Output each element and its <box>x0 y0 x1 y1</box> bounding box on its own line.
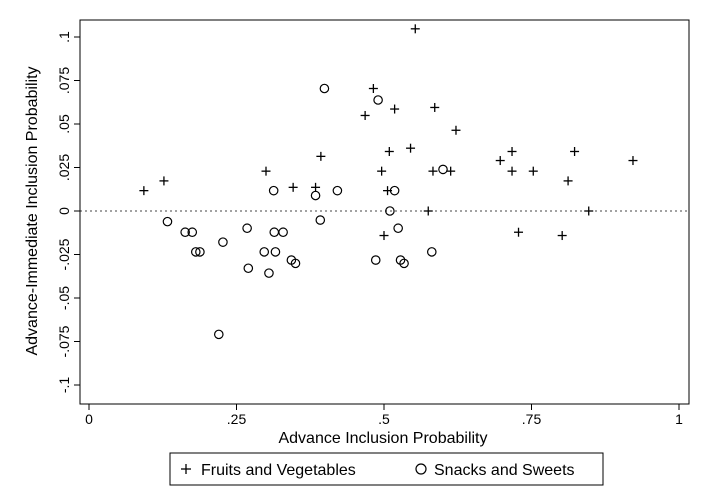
y-tick-label: .025 <box>56 154 72 181</box>
snacks-sweets-point <box>268 185 279 196</box>
snacks-sweets-point <box>385 206 395 216</box>
snacks-sweets-point <box>399 258 409 269</box>
fruits-vegetables-point <box>377 166 387 176</box>
fruits-vegetables-point <box>368 84 378 94</box>
fruits-vegetables-point <box>384 146 394 156</box>
fruits-vegetables-point <box>557 231 567 241</box>
fruits-vegetables-point <box>261 166 271 176</box>
snacks-sweets-point <box>389 185 400 196</box>
snacks-sweets-point <box>319 83 330 94</box>
snacks-sweets-point <box>180 227 190 238</box>
snacks-sweets-point <box>278 227 288 238</box>
plot-area <box>80 24 689 340</box>
y-tick-label: -.05 <box>56 286 72 310</box>
snacks-sweets-point <box>218 237 228 247</box>
snacks-sweets-point <box>373 95 383 105</box>
snacks-sweets-point <box>162 216 173 227</box>
snacks-sweets-point <box>214 329 224 340</box>
snacks-sweets-point <box>310 190 321 201</box>
snacks-sweets-point <box>264 268 274 278</box>
y-tick-label: .05 <box>56 114 72 134</box>
snacks-sweets-point <box>243 263 254 274</box>
x-tick-label: .25 <box>227 411 247 427</box>
legend-item-snacks-sweets: Snacks and Sweets <box>415 462 575 479</box>
fruits-vegetables-point <box>316 151 326 161</box>
fruits-vegetables-point <box>584 206 594 216</box>
fruits-vegetables-point <box>430 102 440 112</box>
fruits-vegetables-point <box>390 104 400 114</box>
fruits-vegetables-point <box>423 206 433 216</box>
y-tick-label: .1 <box>56 31 72 43</box>
snacks-sweets-point <box>315 215 326 225</box>
fruits-vegetables-point <box>159 176 169 186</box>
snacks-sweets-point <box>242 223 252 234</box>
fruits-vegetables-point <box>379 231 389 241</box>
x-tick-label: 1 <box>675 411 683 427</box>
fruits-vegetables-point <box>507 146 517 156</box>
y-axis-title: Advance-Immediate Inclusion Probability <box>24 66 41 355</box>
snacks-sweets-point <box>195 247 205 257</box>
axes: 0 .25 .5 .75 1 .1 .075 .05 .025 0 -.025 -.05 -.075 -.… <box>56 19 690 427</box>
fruits-vegetables-point <box>428 166 438 176</box>
y-tick-label: -.025 <box>56 238 72 270</box>
fruits-vegetables-point <box>311 182 321 192</box>
fruits-vegetables-point <box>570 146 580 156</box>
snacks-sweets-point <box>259 247 270 257</box>
fruits-vegetables-point <box>288 182 298 192</box>
snacks-sweets-point <box>190 247 201 257</box>
snacks-sweets-point <box>426 247 437 257</box>
legend-label: Fruits and Vegetables <box>201 462 356 479</box>
snacks-sweets-point <box>290 258 301 269</box>
fruits-vegetables-point <box>360 110 370 120</box>
legend-box <box>169 452 604 486</box>
y-tick-label: -.075 <box>56 325 72 357</box>
x-tick-label: 0 <box>85 411 93 427</box>
x-tick-label: .75 <box>522 411 542 427</box>
legend-label: Snacks and Sweets <box>434 462 575 479</box>
fruits-vegetables-point <box>563 176 573 186</box>
fruits-vegetables-point <box>451 125 461 135</box>
snacks-sweets-point <box>187 227 198 238</box>
y-tick-label: -.1 <box>56 377 72 394</box>
fruits-vegetables-point <box>406 143 416 153</box>
snacks-sweets-point <box>332 185 343 196</box>
fruits-vegetables-point <box>410 24 420 34</box>
legend: Fruits and Vegetables Snacks and Sweets <box>169 452 604 486</box>
fruits-vegetables-point <box>507 166 517 176</box>
y-tick-label: .075 <box>56 67 72 94</box>
x-tick-label: .5 <box>378 411 390 427</box>
snacks-sweets-point <box>393 223 403 234</box>
fruits-vegetables-point <box>628 156 638 166</box>
snacks-sweets-point <box>438 164 448 175</box>
snacks-sweets-point <box>270 247 281 257</box>
fruits-vegetables-point <box>495 156 505 166</box>
legend-item-fruits-vegetables: Fruits and Vegetables <box>181 462 356 479</box>
fruits-vegetables-point <box>514 227 524 237</box>
y-tick-label: 0 <box>56 207 72 215</box>
fruits-vegetables-point <box>528 166 538 176</box>
snacks-sweets-point <box>370 255 381 265</box>
fruits-vegetables-point <box>446 166 456 176</box>
fruits-vegetables-point <box>139 186 149 196</box>
x-axis-title: Advance Inclusion Probability <box>278 430 487 447</box>
